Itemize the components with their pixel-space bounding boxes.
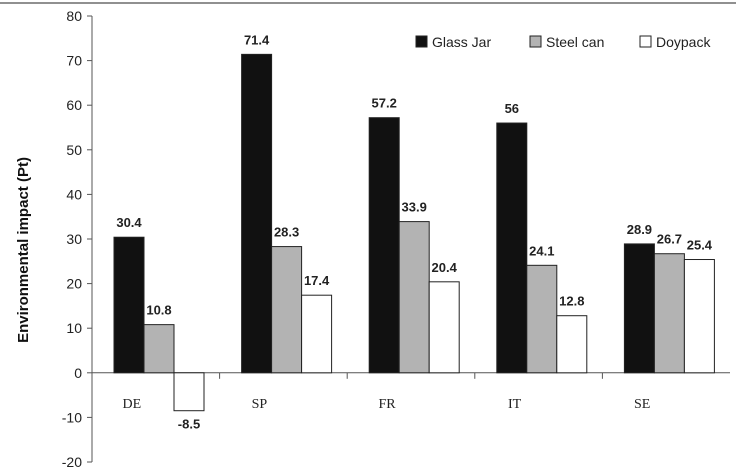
legend-swatch — [415, 35, 428, 48]
y-tick-label: -10 — [62, 409, 82, 425]
y-tick-label: 10 — [66, 320, 82, 336]
bars — [113, 53, 715, 412]
bar-glass-jar — [368, 117, 400, 374]
bar-doypack — [173, 372, 205, 412]
data-label: -8.5 — [178, 417, 200, 432]
data-label: 33.9 — [402, 200, 427, 215]
data-label: 26.7 — [657, 232, 682, 247]
bar-steel-can — [653, 253, 685, 374]
y-tick-label: -20 — [62, 454, 82, 470]
legend-label: Glass Jar — [432, 34, 491, 50]
category-label: IT — [508, 397, 522, 412]
bar-doypack — [301, 294, 333, 374]
y-tick-label: 60 — [66, 97, 82, 113]
y-tick-label: 20 — [66, 276, 82, 292]
bar-steel-can — [143, 324, 175, 374]
legend-swatch — [529, 35, 542, 48]
bar-glass-jar — [496, 122, 528, 374]
data-label: 20.4 — [432, 260, 458, 275]
bar-steel-can — [271, 246, 303, 374]
data-label: 17.4 — [304, 273, 330, 288]
data-label: 71.4 — [244, 32, 270, 47]
legend: Glass Jar Steel can Doypack — [415, 34, 711, 50]
data-labels: 30.4 10.8 -8.5 71.4 28.3 17.4 57.2 33.9 20.4 56 24… — [116, 32, 712, 431]
data-label: 12.8 — [559, 294, 584, 309]
y-axis-label: Environmental impact (Pt) — [15, 157, 32, 343]
y-tick-label: 70 — [66, 53, 82, 69]
bar-doypack — [556, 315, 588, 374]
category-label: SP — [252, 397, 268, 412]
y-tick-label: 80 — [66, 8, 82, 24]
bar-steel-can — [526, 264, 558, 374]
data-label: 25.4 — [687, 238, 713, 253]
y-tick-label: 50 — [66, 142, 82, 158]
data-label: 24.1 — [529, 243, 554, 258]
y-tick-label: 0 — [74, 365, 82, 381]
data-label: 28.9 — [627, 222, 652, 237]
data-label: 30.4 — [116, 215, 142, 230]
category-label: SE — [634, 397, 650, 412]
bar-glass-jar — [623, 243, 655, 374]
legend-label: Steel can — [546, 34, 604, 50]
legend-swatch — [639, 35, 652, 48]
legend-label: Doypack — [656, 34, 711, 50]
bar-doypack — [428, 281, 460, 374]
data-label: 56 — [505, 101, 519, 116]
y-tick-label: 30 — [66, 231, 82, 247]
category-labels: DE SP FR IT SE — [122, 397, 650, 412]
bar-glass-jar — [241, 53, 273, 374]
y-tick-label: 40 — [66, 186, 82, 202]
data-label: 28.3 — [274, 225, 299, 240]
data-label: 57.2 — [372, 96, 397, 111]
bar-glass-jar — [113, 236, 145, 374]
bar-steel-can — [398, 221, 430, 374]
bar-doypack — [683, 259, 715, 374]
category-label: FR — [378, 397, 396, 412]
data-label: 10.8 — [146, 303, 171, 318]
category-label: DE — [122, 397, 141, 412]
